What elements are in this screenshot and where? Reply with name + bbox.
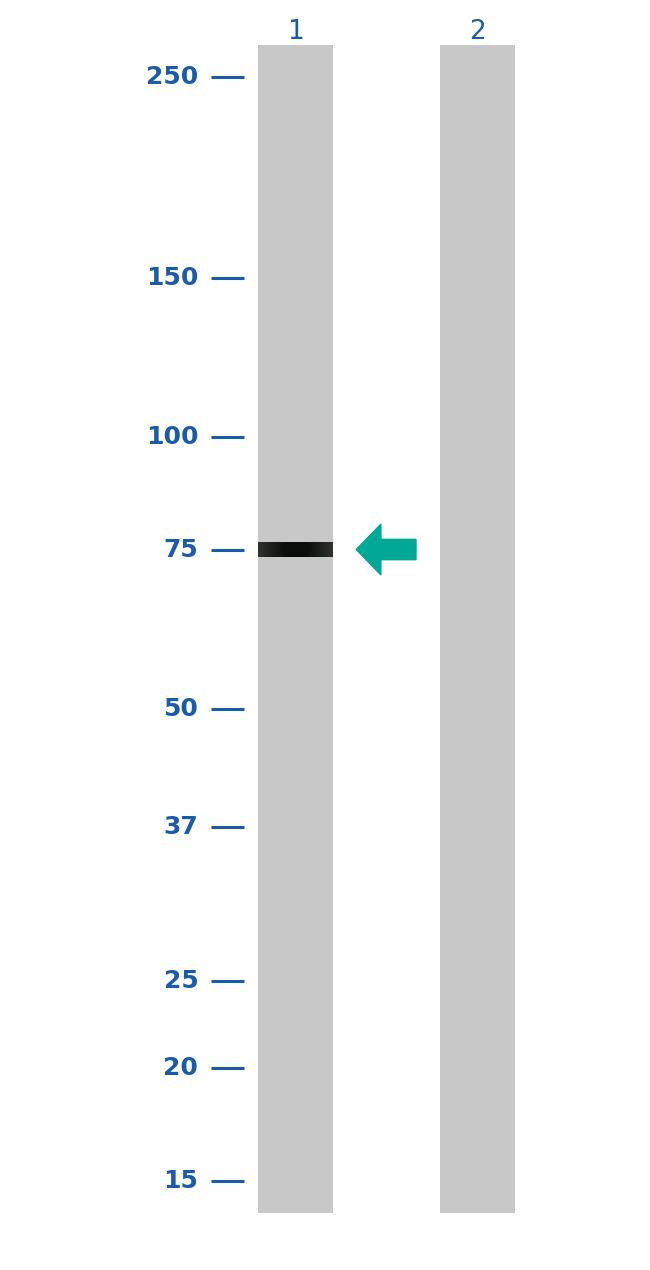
- Bar: [259, 46, 333, 1213]
- FancyArrow shape: [356, 525, 416, 575]
- Text: 75: 75: [164, 537, 198, 561]
- Text: 250: 250: [146, 65, 198, 89]
- Text: 20: 20: [163, 1057, 198, 1081]
- Text: 2: 2: [469, 19, 486, 44]
- Bar: [441, 46, 515, 1213]
- Text: 150: 150: [146, 265, 198, 290]
- Text: 37: 37: [164, 815, 198, 838]
- Text: 100: 100: [146, 424, 198, 448]
- Text: 50: 50: [163, 697, 198, 720]
- Text: 1: 1: [287, 19, 304, 44]
- Text: 25: 25: [164, 969, 198, 993]
- Text: 15: 15: [163, 1170, 198, 1193]
